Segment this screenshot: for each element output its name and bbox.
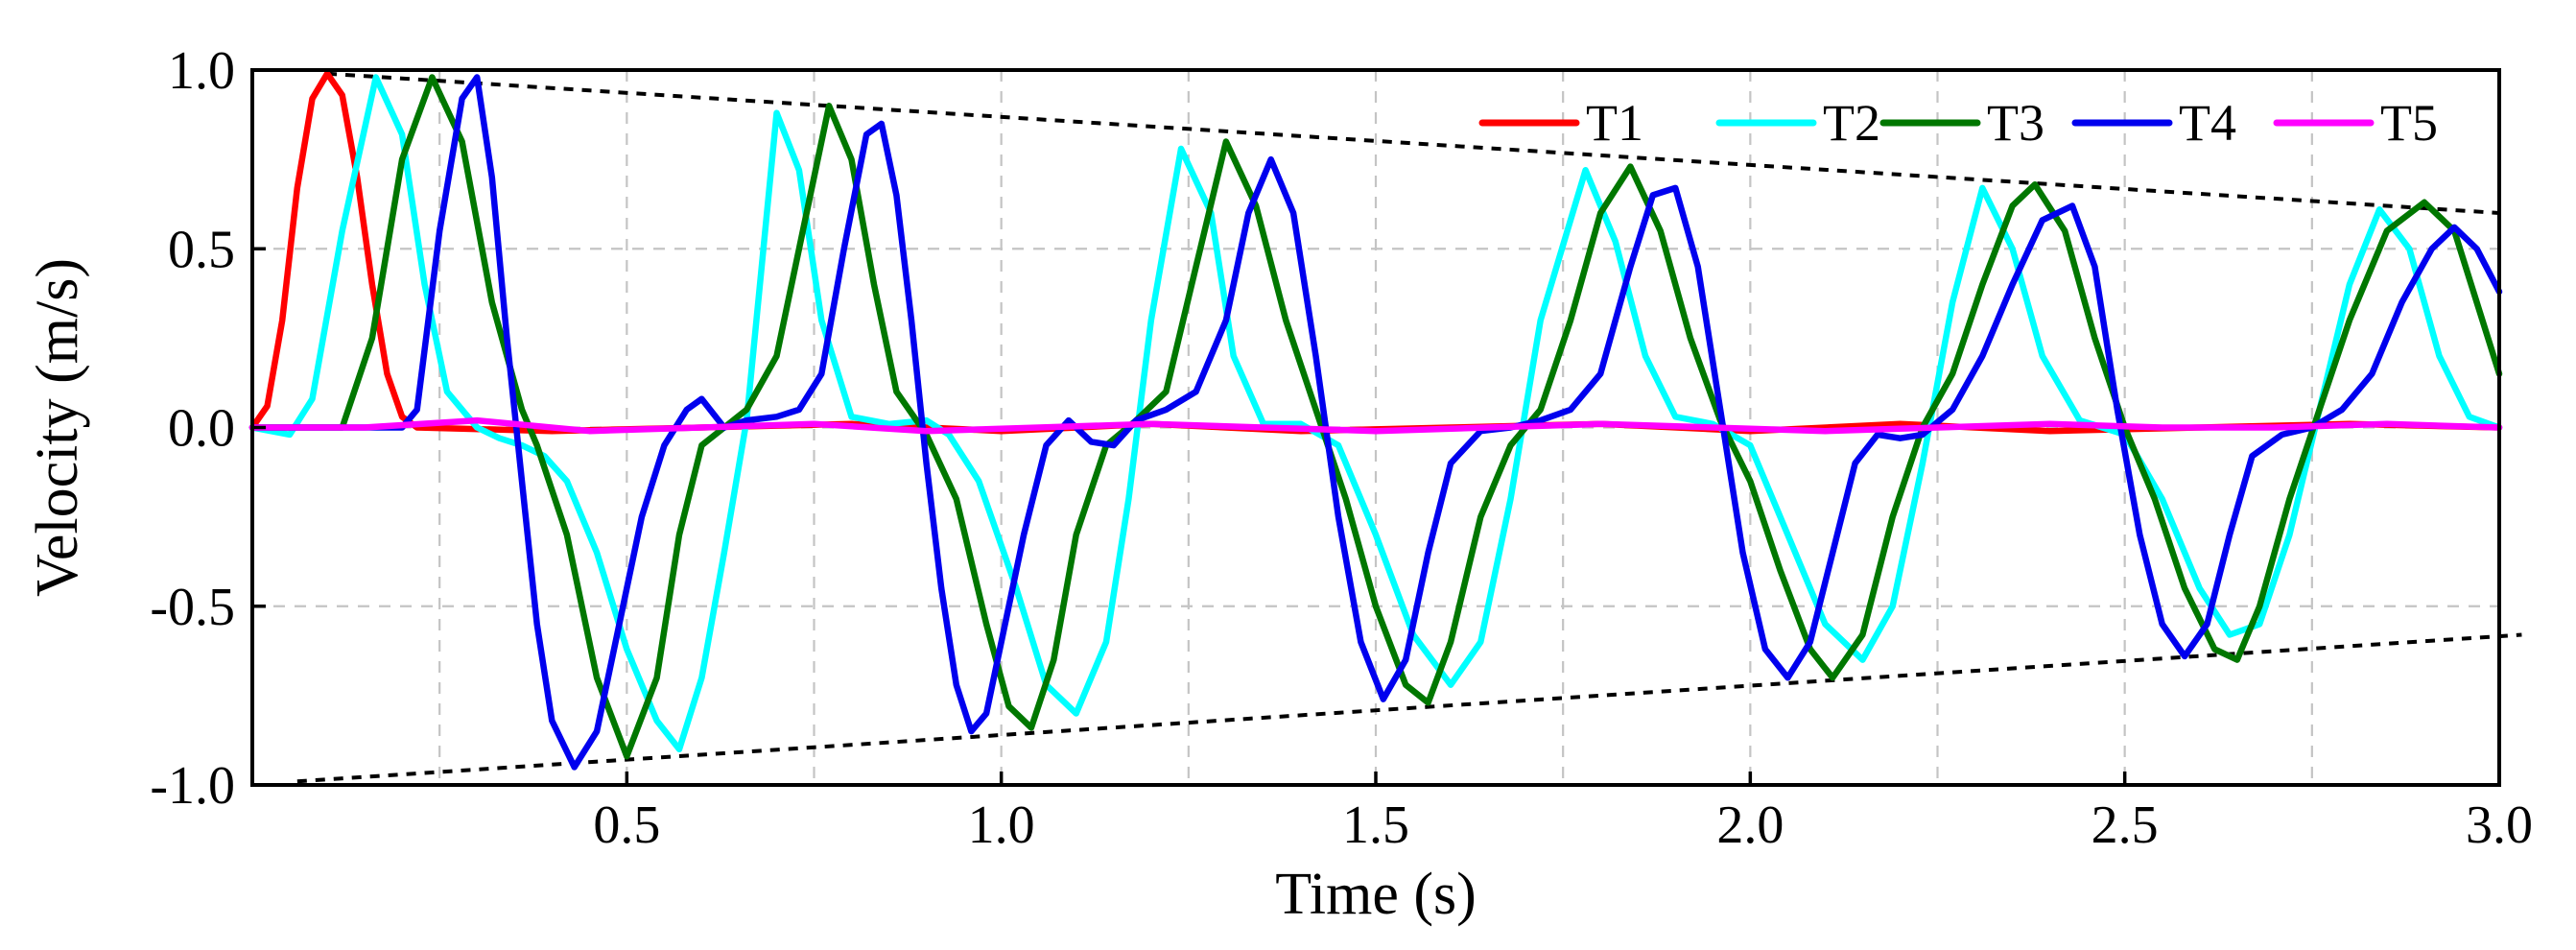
legend-label-t5: T5 bbox=[2380, 94, 2438, 152]
envelope-upper-line bbox=[326, 71, 2500, 215]
series-line-t5 bbox=[248, 416, 2503, 435]
legend-label-t3: T3 bbox=[1987, 94, 2044, 152]
series-lines bbox=[248, 70, 2503, 771]
legend: T1 T2 T3 T4 T5 bbox=[1478, 94, 2438, 152]
y-tick-label: 0.5 bbox=[168, 220, 235, 279]
envelope-lines bbox=[296, 71, 2522, 784]
y-axis-title: Velocity (m/s) bbox=[25, 258, 90, 597]
x-tick-label: 2.0 bbox=[1716, 796, 1784, 855]
x-axis-title: Time (s) bbox=[1275, 862, 1477, 927]
y-tick-label: 1.0 bbox=[168, 41, 235, 101]
legend-label-t2: T2 bbox=[1823, 94, 1880, 152]
y-tick-label: -0.5 bbox=[150, 578, 235, 637]
legend-label-t1: T1 bbox=[1586, 94, 1643, 152]
x-tick-label: 1.0 bbox=[968, 796, 1035, 855]
series-line-t1 bbox=[248, 70, 2503, 435]
x-tick-label: 0.5 bbox=[593, 796, 660, 855]
y-tick-label: 0.0 bbox=[168, 399, 235, 459]
envelope-lower-line bbox=[296, 632, 2522, 784]
x-tick-label: 1.5 bbox=[1342, 796, 1409, 855]
x-tick-label: 3.0 bbox=[2466, 796, 2533, 855]
legend-label-t4: T4 bbox=[2179, 94, 2236, 152]
x-tick-label: 2.5 bbox=[2092, 796, 2159, 855]
y-tick-label: -1.0 bbox=[150, 756, 235, 816]
axis-ticks: 0.5 1.0 1.5 2.0 2.5 3.0 1.0 0.5 0.0 -0.5 -1.0 bbox=[150, 41, 2533, 855]
